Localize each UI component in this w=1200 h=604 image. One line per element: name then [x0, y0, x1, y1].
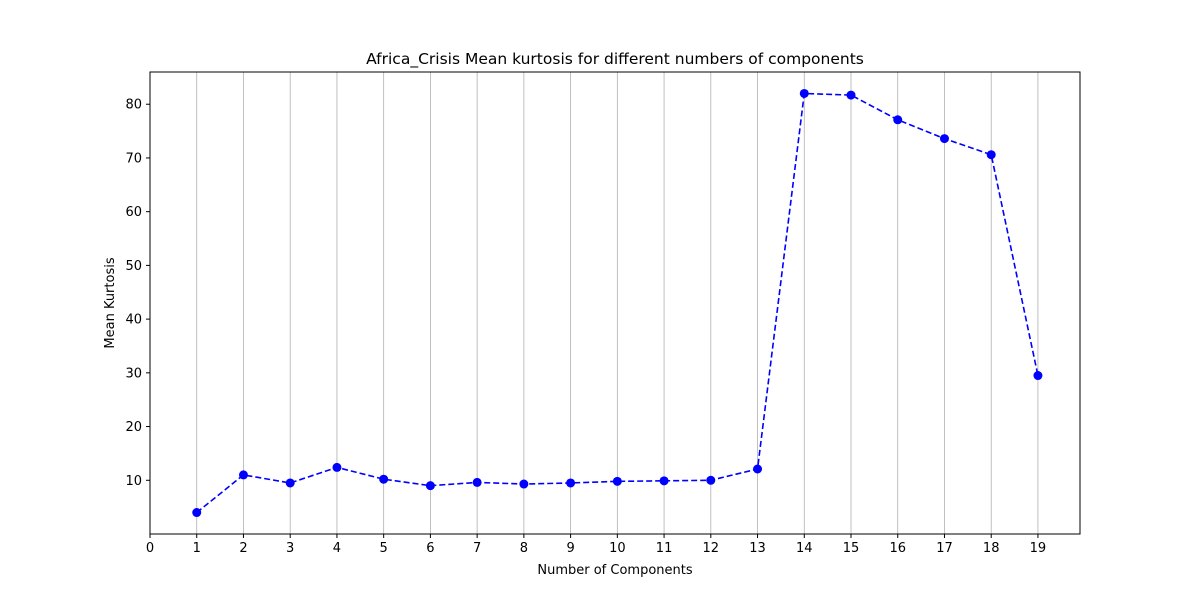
x-tick-label: 19	[1030, 541, 1047, 556]
series-layer	[192, 88, 1043, 518]
x-tick-label: 11	[656, 541, 673, 556]
y-tick-label: 40	[125, 313, 142, 328]
x-tick-label: 7	[473, 541, 481, 556]
data-point	[519, 479, 529, 489]
x-tick-label: 14	[796, 541, 813, 556]
y-tick-label: 10	[125, 474, 142, 489]
data-point	[659, 476, 669, 486]
data-point	[753, 464, 763, 474]
y-tick-label: 80	[125, 98, 142, 113]
y-tick-label: 30	[125, 366, 142, 381]
data-point	[425, 481, 435, 491]
y-axis: 10 20 30 40 50 60 70 80	[125, 98, 150, 489]
data-point	[332, 462, 342, 472]
x-tick-label: 5	[380, 541, 388, 556]
x-axis: 0 1 2 3 4 5 6 7 8 9 10 11 12 13 14 15 16 17 18 19	[146, 534, 1046, 556]
data-point	[1033, 371, 1043, 381]
x-tick-label: 8	[520, 541, 528, 556]
x-tick-label: 16	[889, 541, 906, 556]
data-point	[285, 478, 295, 488]
y-tick-label: 20	[125, 420, 142, 435]
data-point	[379, 474, 389, 484]
y-tick-label: 50	[125, 259, 142, 274]
x-tick-label: 3	[286, 541, 294, 556]
data-point	[612, 476, 622, 486]
data-point	[799, 88, 809, 98]
x-tick-label: 9	[566, 541, 574, 556]
x-tick-label: 6	[426, 541, 434, 556]
x-axis-label: Number of Components	[537, 563, 692, 578]
x-tick-label: 2	[239, 541, 247, 556]
x-tick-label: 18	[983, 541, 1000, 556]
chart-title: Africa_Crisis Mean kurtosis for differen…	[366, 50, 864, 69]
grid-lines	[149, 72, 1039, 534]
data-point	[986, 150, 996, 160]
data-point	[846, 90, 856, 100]
data-point	[566, 478, 576, 488]
data-point	[472, 477, 482, 487]
plot-area-frame	[149, 71, 1081, 535]
data-point	[706, 475, 716, 485]
x-tick-label: 13	[749, 541, 766, 556]
x-tick-label: 1	[193, 541, 201, 556]
x-tick-label: 4	[333, 541, 341, 556]
x-tick-label: 0	[146, 541, 154, 556]
data-point	[238, 470, 248, 480]
data-point	[192, 508, 202, 518]
x-tick-label: 12	[703, 541, 720, 556]
data-point	[893, 115, 903, 125]
y-tick-label: 60	[125, 205, 142, 220]
y-tick-label: 70	[125, 151, 142, 166]
x-tick-label: 10	[609, 541, 626, 556]
x-tick-label: 17	[936, 541, 953, 556]
data-point	[939, 134, 949, 144]
x-tick-label: 15	[843, 541, 860, 556]
y-axis-label: Mean Kurtosis	[103, 257, 118, 348]
